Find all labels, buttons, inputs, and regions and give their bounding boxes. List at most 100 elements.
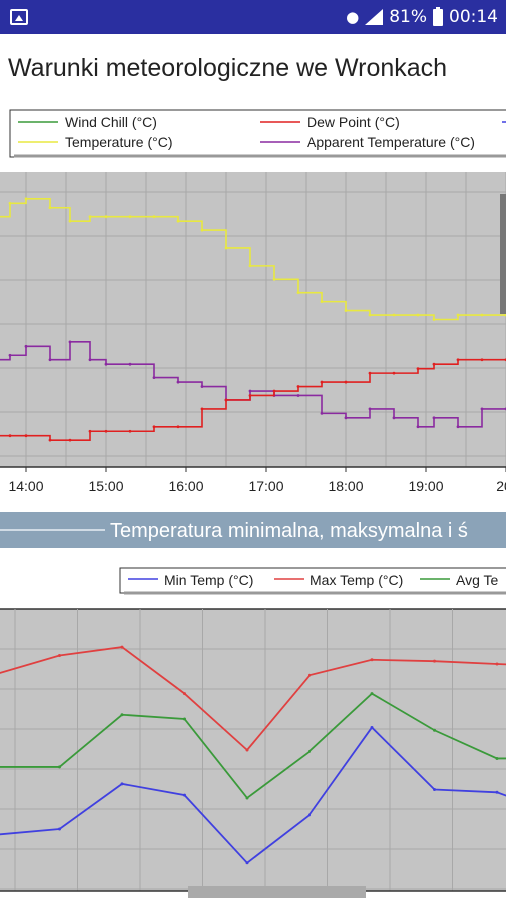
- point-max-temp-c: [433, 659, 436, 663]
- point-max-temp-c: [370, 658, 374, 662]
- point-dew-point-c: [152, 425, 156, 429]
- point-apparent-temperature-c: [68, 340, 72, 344]
- x-tick-label: 15:00: [88, 478, 123, 494]
- point-apparent-temperature-c: [432, 416, 436, 420]
- point-max-temp-c: [308, 673, 311, 677]
- point-temperature-c: [88, 215, 92, 219]
- legend-min-temp: Min Temp (°C): [164, 572, 253, 588]
- x-tick-label: 16:00: [168, 478, 203, 494]
- point-apparent-temperature-c: [128, 362, 132, 366]
- charts[interactable]: Wind Chill (°C) Dew Point (°C) Temperatu…: [0, 104, 506, 900]
- legend-apparent-temperature: Apparent Temperature (°C): [307, 134, 475, 150]
- point-apparent-temperature-c: [248, 389, 252, 393]
- content[interactable]: Wind Chill (°C) Dew Point (°C) Temperatu…: [0, 104, 506, 900]
- point-apparent-temperature-c: [416, 425, 420, 429]
- point-dew-point-c: [88, 429, 92, 433]
- point-temperature-c: [248, 264, 252, 268]
- battery-icon: [433, 6, 443, 26]
- point-apparent-temperature-c: [152, 376, 156, 380]
- point-dew-point-c: [456, 358, 460, 362]
- point-temperature-c: [68, 219, 72, 223]
- point-dew-point-c: [68, 438, 72, 442]
- point-dew-point-c: [104, 429, 108, 433]
- point-dew-point-c: [480, 358, 484, 362]
- x-tick-label: 18:00: [328, 478, 363, 494]
- point-temperature-c: [176, 219, 180, 223]
- chart2-title: Temperatura minimalna, maksymalna i ś: [110, 520, 468, 542]
- x-tick-label: 20:: [496, 478, 506, 494]
- point-dew-point-c: [48, 438, 52, 442]
- status-right: ● 81% 00:14: [346, 0, 498, 34]
- point-dew-point-c: [432, 362, 436, 366]
- point-dew-point-c: [176, 425, 180, 429]
- chart1-scroll-handle[interactable]: [500, 194, 506, 314]
- chart2-scroll-handle[interactable]: [188, 886, 366, 898]
- legend-avg-temp: Avg Te: [456, 572, 499, 588]
- app-bar: Warunki meteorologiczne we Wronkach: [0, 34, 506, 104]
- x-tick-label: 14:00: [8, 478, 43, 494]
- legend-wind-chill: Wind Chill (°C): [65, 114, 157, 130]
- point-temperature-c: [344, 309, 348, 312]
- chart1-legend: Wind Chill (°C) Dew Point (°C) Temperatu…: [9, 109, 506, 158]
- x-tick-label: 19:00: [408, 478, 443, 494]
- point-temperature-c: [368, 313, 372, 317]
- chart1-grid: [0, 172, 506, 467]
- point-temperature-c: [224, 246, 228, 250]
- point-apparent-temperature-c: [480, 407, 484, 411]
- point-dew-point-c: [200, 407, 204, 411]
- point-min-temp-c: [183, 793, 186, 797]
- point-dew-point-c: [24, 434, 28, 438]
- point-dew-point-c: [8, 434, 12, 438]
- chart2-grid: [0, 609, 506, 891]
- point-temperature-c: [480, 313, 484, 317]
- point-apparent-temperature-c: [176, 380, 180, 384]
- x-tick-label: 17:00: [248, 478, 283, 494]
- point-min-temp-c: [433, 787, 436, 791]
- point-temperature-c: [320, 300, 324, 304]
- chart2-plot[interactable]: [0, 608, 506, 898]
- point-temperature-c: [8, 201, 12, 205]
- point-apparent-temperature-c: [88, 358, 92, 362]
- legend-dew-point: Dew Point (°C): [307, 114, 400, 130]
- point-dew-point-c: [344, 380, 348, 384]
- point-apparent-temperature-c: [320, 411, 324, 415]
- point-min-temp-c: [245, 861, 249, 865]
- point-apparent-temperature-c: [104, 362, 108, 366]
- point-temperature-c: [24, 197, 28, 201]
- point-apparent-temperature-c: [456, 425, 460, 429]
- point-apparent-temperature-c: [200, 385, 204, 388]
- point-max-temp-c: [120, 645, 124, 649]
- point-temperature-c: [104, 215, 108, 219]
- legend-temperature: Temperature (°C): [65, 134, 173, 150]
- point-avg-te: [495, 756, 499, 760]
- point-dew-point-c: [296, 385, 300, 388]
- point-apparent-temperature-c: [368, 407, 372, 411]
- chart1-plot[interactable]: [0, 172, 506, 468]
- point-avg-te: [183, 717, 186, 721]
- page-title: Warunki meteorologiczne we Wronkach: [8, 54, 448, 82]
- point-temperature-c: [128, 215, 132, 219]
- signal-icon: [365, 9, 384, 25]
- point-apparent-temperature-c: [8, 353, 12, 357]
- point-apparent-temperature-c: [296, 394, 300, 397]
- point-min-temp-c: [370, 725, 374, 729]
- point-avg-te: [245, 796, 249, 800]
- point-temperature-c: [456, 313, 460, 317]
- point-avg-te: [370, 692, 374, 696]
- chart1-x-ticks: 14:00 15:00 16:00 17:00 18:00 19:00 20:: [8, 467, 506, 494]
- gallery-icon: [10, 9, 28, 25]
- chart2-legend: Min Temp (°C) Max Temp (°C) Avg Te: [119, 567, 506, 595]
- point-apparent-temperature-c: [392, 416, 396, 420]
- point-dew-point-c: [416, 367, 420, 371]
- point-dew-point-c: [224, 398, 228, 402]
- legend-max-temp: Max Temp (°C): [310, 572, 403, 588]
- point-min-temp-c: [495, 790, 499, 794]
- point-temperature-c: [392, 313, 396, 317]
- point-dew-point-c: [392, 371, 396, 375]
- point-temperature-c: [416, 313, 420, 317]
- point-apparent-temperature-c: [48, 358, 52, 362]
- series-temperature-c: [0, 198, 506, 321]
- point-temperature-c: [152, 215, 156, 219]
- point-dew-point-c: [272, 389, 276, 393]
- point-avg-te: [120, 713, 124, 717]
